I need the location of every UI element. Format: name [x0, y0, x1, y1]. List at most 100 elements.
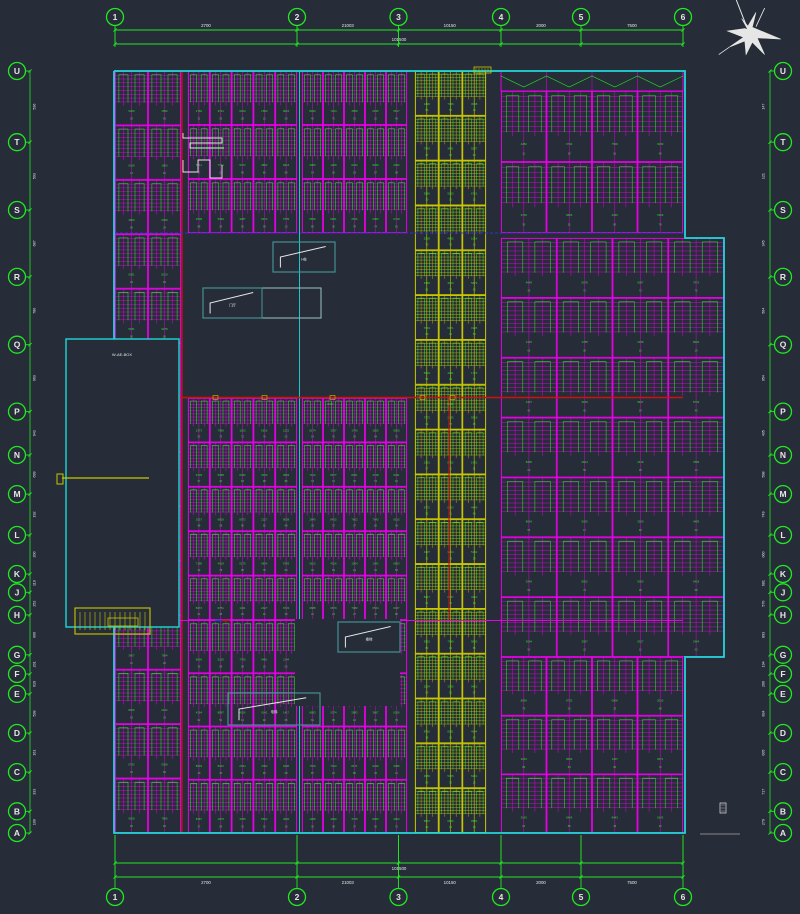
svg-text:P: P — [780, 407, 786, 417]
svg-text:6347: 6347 — [393, 606, 400, 610]
svg-text:8443: 8443 — [612, 816, 619, 820]
svg-text:005: 005 — [762, 750, 766, 756]
svg-text:6515: 6515 — [393, 517, 400, 521]
svg-text:6828: 6828 — [218, 517, 225, 521]
svg-text:536: 536 — [33, 104, 37, 110]
svg-text:564: 564 — [762, 308, 766, 314]
svg-text:3195: 3195 — [471, 326, 478, 330]
svg-text:8477: 8477 — [330, 473, 337, 477]
svg-text:4644: 4644 — [471, 729, 478, 733]
svg-text:8415: 8415 — [330, 517, 337, 521]
svg-text:0182: 0182 — [239, 473, 246, 477]
svg-text:9315: 9315 — [424, 640, 431, 644]
svg-text:5404: 5404 — [566, 816, 573, 820]
svg-text:K: K — [780, 569, 787, 579]
svg-text:1: 1 — [113, 892, 118, 902]
svg-text:8174: 8174 — [309, 429, 316, 433]
svg-text:4558: 4558 — [351, 109, 358, 113]
svg-text:2418: 2418 — [637, 460, 644, 464]
svg-text:8312: 8312 — [218, 764, 225, 768]
svg-text:1417: 1417 — [283, 711, 290, 715]
svg-text:7063: 7063 — [424, 326, 431, 330]
svg-text:3441: 3441 — [447, 147, 454, 151]
svg-text:2000: 2000 — [536, 23, 546, 28]
svg-text:3249: 3249 — [526, 580, 533, 584]
svg-text:2344: 2344 — [239, 764, 246, 768]
svg-text:3721: 3721 — [218, 109, 225, 113]
svg-text:2010: 2010 — [657, 698, 664, 702]
svg-text:121: 121 — [762, 173, 766, 179]
svg-text:1925: 1925 — [372, 429, 379, 433]
svg-text:717: 717 — [762, 789, 766, 795]
svg-text:J: J — [781, 587, 786, 597]
svg-text:0308: 0308 — [161, 218, 168, 222]
svg-text:M: M — [13, 489, 20, 499]
svg-text:1269: 1269 — [330, 163, 337, 167]
svg-text:J: J — [15, 587, 20, 597]
svg-text:8355: 8355 — [526, 460, 533, 464]
svg-text:570: 570 — [762, 601, 766, 607]
svg-text:0000: 0000 — [327, 402, 333, 406]
svg-text:3694: 3694 — [526, 639, 533, 643]
svg-text:W-AE-BOX: W-AE-BOX — [112, 352, 132, 357]
svg-text:F: F — [14, 669, 19, 679]
svg-text:5947: 5947 — [637, 400, 644, 404]
svg-text:1014: 1014 — [471, 236, 478, 240]
svg-text:9572: 9572 — [424, 819, 431, 823]
svg-text:9239: 9239 — [657, 142, 664, 146]
svg-text:1590: 1590 — [261, 109, 268, 113]
svg-text:R: R — [14, 272, 20, 282]
svg-text:1222: 1222 — [283, 429, 290, 433]
svg-text:5904: 5904 — [424, 371, 431, 375]
svg-text:7940: 7940 — [447, 640, 454, 644]
svg-text:8414: 8414 — [283, 163, 290, 167]
svg-text:4: 4 — [499, 892, 504, 902]
svg-text:7313: 7313 — [330, 764, 337, 768]
svg-text:9624: 9624 — [283, 109, 290, 113]
svg-text:2700: 2700 — [201, 880, 211, 885]
svg-text:060: 060 — [762, 552, 766, 558]
svg-text:A: A — [780, 828, 786, 838]
svg-text:3324: 3324 — [447, 550, 454, 554]
svg-text:4390: 4390 — [330, 817, 337, 821]
svg-text:2464: 2464 — [693, 639, 700, 643]
svg-text:9260: 9260 — [447, 192, 454, 196]
svg-text:1327: 1327 — [526, 400, 533, 404]
svg-text:0792: 0792 — [128, 762, 135, 766]
svg-text:8654: 8654 — [526, 520, 533, 524]
svg-text:0806: 0806 — [612, 698, 619, 702]
svg-text:194: 194 — [762, 661, 766, 667]
svg-text:054: 054 — [762, 375, 766, 381]
svg-text:3: 3 — [396, 12, 401, 22]
svg-text:2935: 2935 — [447, 416, 454, 420]
svg-text:楼梯: 楼梯 — [366, 637, 373, 642]
svg-text:0166: 0166 — [128, 164, 135, 168]
svg-text:2700: 2700 — [201, 23, 211, 28]
svg-text:2492: 2492 — [393, 163, 400, 167]
svg-text:5288: 5288 — [218, 473, 225, 477]
svg-text:9729: 9729 — [196, 473, 203, 477]
svg-text:9481: 9481 — [261, 657, 268, 661]
svg-text:9237: 9237 — [471, 147, 478, 151]
svg-text:4516: 4516 — [330, 562, 337, 566]
svg-text:T: T — [780, 137, 786, 147]
svg-text:2122: 2122 — [161, 708, 168, 712]
svg-text:D: D — [780, 728, 786, 738]
svg-text:Q: Q — [14, 340, 21, 350]
svg-text:063: 063 — [33, 375, 37, 381]
svg-text:8783: 8783 — [283, 562, 290, 566]
svg-text:101500: 101500 — [392, 37, 407, 42]
svg-text:161: 161 — [33, 750, 37, 756]
svg-text:9920: 9920 — [393, 429, 400, 433]
svg-text:4264: 4264 — [196, 711, 203, 715]
svg-text:6: 6 — [681, 892, 686, 902]
svg-text:6544: 6544 — [372, 606, 379, 610]
svg-text:L: L — [14, 530, 19, 540]
svg-text:0268: 0268 — [161, 762, 168, 766]
svg-text:8465: 8465 — [128, 708, 135, 712]
svg-text:4: 4 — [499, 12, 504, 22]
svg-text:K: K — [14, 569, 21, 579]
svg-text:5873: 5873 — [471, 281, 478, 285]
svg-text:4649: 4649 — [526, 280, 533, 284]
svg-text:2427: 2427 — [261, 606, 268, 610]
